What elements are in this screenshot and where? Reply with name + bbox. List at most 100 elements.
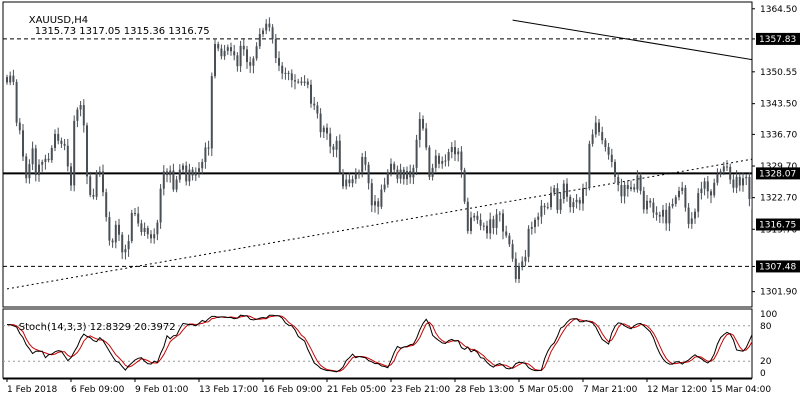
candle-body-101 bbox=[329, 133, 332, 147]
candle-body-157 bbox=[508, 235, 511, 245]
time-tick-label-7: 28 Feb 13:00 bbox=[455, 385, 514, 395]
candle-body-141 bbox=[457, 151, 460, 155]
candle-body-182 bbox=[588, 143, 591, 189]
candle-body-25 bbox=[86, 125, 88, 177]
candle-body-166 bbox=[537, 216, 540, 220]
candle-body-137 bbox=[444, 160, 447, 162]
candle-body-163 bbox=[527, 228, 530, 257]
candle-body-73 bbox=[239, 45, 242, 67]
candle-body-86 bbox=[281, 65, 284, 74]
time-tick-label-9: 7 Mar 21:00 bbox=[583, 385, 638, 395]
stoch-tick-label-2: 20 bbox=[760, 357, 772, 367]
price-label-box-0: 1357.83 bbox=[756, 32, 800, 45]
candle-body-209 bbox=[674, 197, 677, 204]
candle-body-162 bbox=[524, 256, 527, 262]
candle-body-171 bbox=[553, 188, 556, 193]
candle-body-181 bbox=[585, 188, 588, 190]
candle-body-121 bbox=[393, 163, 396, 170]
candle-body-220 bbox=[710, 191, 712, 196]
candle-body-97 bbox=[316, 105, 319, 114]
candle-body-179 bbox=[578, 199, 581, 204]
candle-body-175 bbox=[566, 183, 568, 197]
candle-body-223 bbox=[719, 171, 722, 175]
candle-body-125 bbox=[406, 170, 408, 180]
candle-body-144 bbox=[466, 201, 469, 232]
candle-body-81 bbox=[265, 23, 268, 31]
candle-body-27 bbox=[92, 194, 95, 197]
candle-body-199 bbox=[642, 190, 645, 210]
candle-body-214 bbox=[690, 218, 693, 224]
candle-body-146 bbox=[473, 215, 476, 218]
candle-body-17 bbox=[60, 140, 63, 144]
candle-body-78 bbox=[255, 46, 258, 59]
candle-body-167 bbox=[540, 205, 543, 217]
time-tick-label-3: 13 Feb 17:00 bbox=[199, 385, 258, 395]
candle-body-159 bbox=[514, 258, 517, 279]
candle-body-50 bbox=[166, 171, 168, 176]
candle-body-82 bbox=[268, 23, 271, 28]
candle-body-80 bbox=[262, 30, 264, 35]
candle-body-165 bbox=[534, 219, 536, 228]
stoch-main-line bbox=[7, 314, 752, 373]
candle-body-53 bbox=[175, 179, 178, 190]
candle-body-92 bbox=[300, 81, 303, 83]
candle-body-49 bbox=[162, 171, 165, 189]
candle-body-129 bbox=[418, 119, 421, 140]
candle-body-152 bbox=[492, 219, 495, 228]
stoch-tick-label-3: 0 bbox=[760, 369, 766, 379]
candle-body-34 bbox=[114, 224, 117, 243]
ohlc-values: 1315.73 1317.05 1315.36 1316.75 bbox=[34, 26, 210, 37]
candle-body-138 bbox=[447, 152, 450, 161]
candle-body-66 bbox=[217, 44, 220, 49]
candle-body-2 bbox=[12, 75, 15, 82]
candle-body-149 bbox=[482, 225, 485, 227]
trendline-0 bbox=[512, 19, 752, 61]
candle-body-200 bbox=[646, 200, 648, 210]
stoch-panel-frame bbox=[2, 308, 753, 379]
candle-body-204 bbox=[658, 214, 661, 217]
candle-body-164 bbox=[530, 227, 533, 229]
candle-body-59 bbox=[194, 171, 197, 176]
candle-body-68 bbox=[223, 50, 226, 57]
candle-body-14 bbox=[50, 147, 53, 161]
candle-body-30 bbox=[102, 171, 104, 193]
symbol-timeframe: XAUUSD,H4 bbox=[28, 15, 89, 26]
candle-body-190 bbox=[614, 161, 616, 177]
time-tick-label-4: 16 Feb 09:00 bbox=[263, 385, 322, 395]
price-tick-label-6: 1322.70 bbox=[760, 194, 797, 204]
candle-body-102 bbox=[332, 146, 335, 150]
candle-body-79 bbox=[258, 34, 261, 47]
candle-body-43 bbox=[143, 227, 146, 232]
candle-body-113 bbox=[367, 164, 370, 184]
stoch-tick-label-0: 100 bbox=[760, 310, 777, 320]
candle-body-72 bbox=[236, 55, 239, 67]
time-tick-label-1: 6 Feb 09:00 bbox=[71, 385, 125, 395]
price-label-bg-0 bbox=[756, 32, 800, 45]
candle-body-75 bbox=[246, 49, 248, 63]
candle-body-94 bbox=[306, 81, 309, 85]
candle-body-32 bbox=[108, 217, 111, 241]
candle-body-210 bbox=[678, 190, 680, 198]
candle-body-218 bbox=[703, 181, 706, 189]
candle-body-61 bbox=[201, 161, 204, 169]
candle-body-44 bbox=[146, 227, 149, 235]
candle-body-197 bbox=[636, 175, 639, 190]
candle-body-233 bbox=[751, 199, 752, 210]
stoch-tick-label-1: 80 bbox=[760, 322, 772, 332]
candle-body-116 bbox=[377, 201, 380, 207]
candle-body-58 bbox=[191, 169, 194, 176]
candle-body-196 bbox=[633, 187, 636, 190]
candle-body-177 bbox=[572, 202, 575, 208]
candle-body-111 bbox=[361, 156, 364, 172]
candle-body-90 bbox=[294, 80, 296, 82]
candle-body-16 bbox=[57, 133, 60, 141]
candle-body-18 bbox=[63, 143, 66, 146]
candle-body-37 bbox=[124, 249, 127, 253]
candle-body-168 bbox=[543, 205, 546, 208]
price-label-text-1: 1328.07 bbox=[759, 169, 796, 179]
candle-body-219 bbox=[706, 181, 709, 192]
candle-body-205 bbox=[662, 209, 664, 217]
candle-body-133 bbox=[431, 167, 434, 177]
